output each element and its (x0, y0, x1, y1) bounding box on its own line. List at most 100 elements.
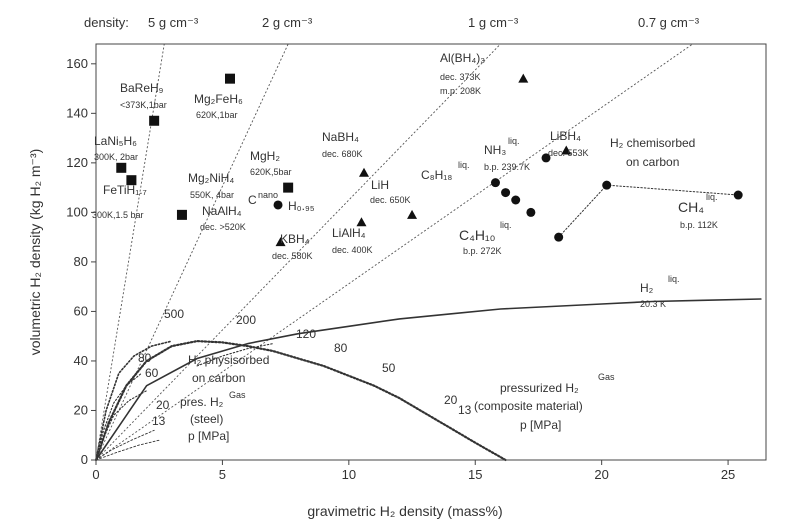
annotations: BaReH₉ <373K,1bar Mg₂FeH₆ 620K,1bar LaNi… (92, 51, 718, 443)
circle-marker (526, 207, 536, 217)
pressure-120-label: 120 (296, 327, 316, 341)
lialh4-condition: dec. 400K (332, 245, 373, 255)
density-5-label: 5 g cm⁻³ (148, 15, 199, 30)
x-axis-title: gravimetric H₂ density (mass%) (307, 503, 502, 519)
density-line-2 (95, 43, 501, 461)
density-2-label: 2 g cm⁻³ (262, 15, 313, 30)
circle-marker (501, 188, 511, 198)
triangle-marker (275, 237, 286, 247)
pressure-composite-label-line1: pressurized H₂ (500, 381, 579, 395)
triangle-marker (518, 73, 529, 83)
pressure-steel-label-line1: pres. H₂ (180, 395, 224, 409)
lialh4-label: LiAlH₄ (332, 226, 366, 240)
nh3-condition: b.p. 239.7K (484, 162, 530, 172)
nh3-liq-label: liq. (508, 136, 520, 146)
y-tick-label: 160 (66, 56, 88, 71)
pressure-13-composite-label: 13 (458, 403, 472, 417)
curve-h2-liquid (95, 298, 762, 461)
fetih-condition: 300K,1.5 bar (92, 210, 144, 220)
square-marker (225, 73, 235, 84)
circle-marker (554, 232, 564, 242)
triangle-marker (561, 145, 572, 155)
pressure-steel-gas-label: Gas (229, 390, 246, 400)
pressure-steel-label-line3: p [MPa] (188, 429, 229, 443)
square-marker (176, 209, 187, 220)
pressure-80-steel-label: 80 (138, 351, 152, 365)
x-tick-label: 20 (594, 467, 608, 482)
x-tick-label: 5 (219, 467, 226, 482)
ch4-liq-label: liq. (706, 192, 718, 202)
carbon-nano-label: C (248, 193, 257, 207)
pressure-20-composite-label: 20 (444, 393, 458, 407)
pressure-50-label: 50 (382, 361, 396, 375)
density-line-1 (95, 43, 289, 461)
kbh4-label: KBH₄ (280, 232, 310, 246)
y-axis-title: volumetric H₂ density (kg H₂ m⁻³) (27, 149, 43, 356)
c4h10-label: C₄H₁₀ (459, 227, 496, 243)
triangle-marker (407, 209, 418, 219)
pressure-200-label: 200 (236, 313, 256, 327)
libh4-label: LiBH₄ (550, 129, 581, 143)
pressure-60-label: 60 (145, 366, 159, 380)
density-label: density: (84, 15, 129, 30)
lani5h6-label: LaNi₅H₆ (94, 134, 137, 148)
curve-composite (94, 339, 507, 462)
x-tick-label: 25 (721, 467, 735, 482)
albh4-label: Al(BH₄)₃ (440, 51, 485, 65)
density-line-3 (95, 43, 693, 461)
plot-frame (95, 43, 767, 461)
density-1-label: 1 g cm⁻³ (468, 15, 519, 30)
physisorbed-label-line2: on carbon (192, 371, 245, 385)
pressure-500-label: 500 (164, 307, 184, 321)
ch4-condition: b.p. 112K (680, 220, 718, 230)
mg2nih4-label: Mg₂NiH₄ (188, 171, 234, 185)
pressure-20-steel-label: 20 (156, 398, 170, 412)
circle-marker (541, 153, 551, 163)
h2-liquid-condition: 20.3 K (640, 299, 666, 309)
density-header: density: 5 g cm⁻³ 2 g cm⁻³ 1 g cm⁻³ 0.7 … (84, 15, 700, 30)
y-tick-label: 140 (66, 105, 88, 120)
h2-liquid-label: H₂ (640, 281, 654, 295)
y-tick-label: 40 (74, 353, 88, 368)
x-tick-label: 10 (342, 467, 356, 482)
curve-steel-13 (95, 439, 160, 461)
mgh2-condition: 620K,5bar (250, 167, 292, 177)
c4h10-liq-label: liq. (500, 220, 512, 230)
density-07-label: 0.7 g cm⁻³ (638, 15, 700, 30)
chemisorbed-label-line2: on carbon (626, 155, 679, 169)
square-marker (116, 162, 127, 173)
lani5h6-condition: 300K, 2bar (94, 152, 138, 162)
nh3-label: NH₃ (484, 143, 506, 157)
physisorbed-label-line1: H₂ physisorbed (188, 353, 269, 367)
density-lines (95, 43, 693, 461)
circle-marker (511, 195, 521, 205)
curve-steel-80 (95, 372, 143, 461)
pressure-steel-label-line2: (steel) (190, 412, 223, 426)
y-tick-label: 100 (66, 204, 88, 219)
lih-label: LiH (371, 178, 389, 192)
naalh4-condition: dec. >520K (200, 222, 246, 232)
y-tick-label: 80 (74, 254, 88, 269)
x-tick-label: 15 (468, 467, 482, 482)
circle-marker (273, 200, 283, 210)
ch4-label: CH₄ (678, 199, 704, 215)
square-marker (126, 175, 137, 186)
mg2nih4-condition: 550K, 4bar (190, 190, 234, 200)
y-tick-label: 120 (66, 155, 88, 170)
x-tick-label: 0 (92, 467, 99, 482)
pressure-composite-label-line3: p [MPa] (520, 418, 561, 432)
albh4-condition-dec: dec. 373K (440, 72, 481, 82)
pressure-composite-label-line2: (composite material) (474, 399, 583, 413)
bareh9-label: BaReH₉ (120, 81, 164, 95)
pressure-composite-gas-label: Gas (598, 372, 615, 382)
carbon-nano-h-label: H₀.₉₅ (288, 199, 315, 213)
mg2feh6-condition: 620K,1bar (196, 110, 238, 120)
mg2feh6-label: Mg₂FeH₆ (194, 92, 243, 106)
chemisorbed-label-line1: H₂ chemisorbed (610, 136, 695, 150)
y-axis: 0 20 40 60 80 100 120 140 160 (66, 56, 96, 467)
naalh4-label: NaAlH₄ (202, 204, 242, 218)
triangle-marker (356, 217, 367, 227)
y-tick-label: 20 (74, 402, 88, 417)
circle-marker (602, 180, 612, 190)
